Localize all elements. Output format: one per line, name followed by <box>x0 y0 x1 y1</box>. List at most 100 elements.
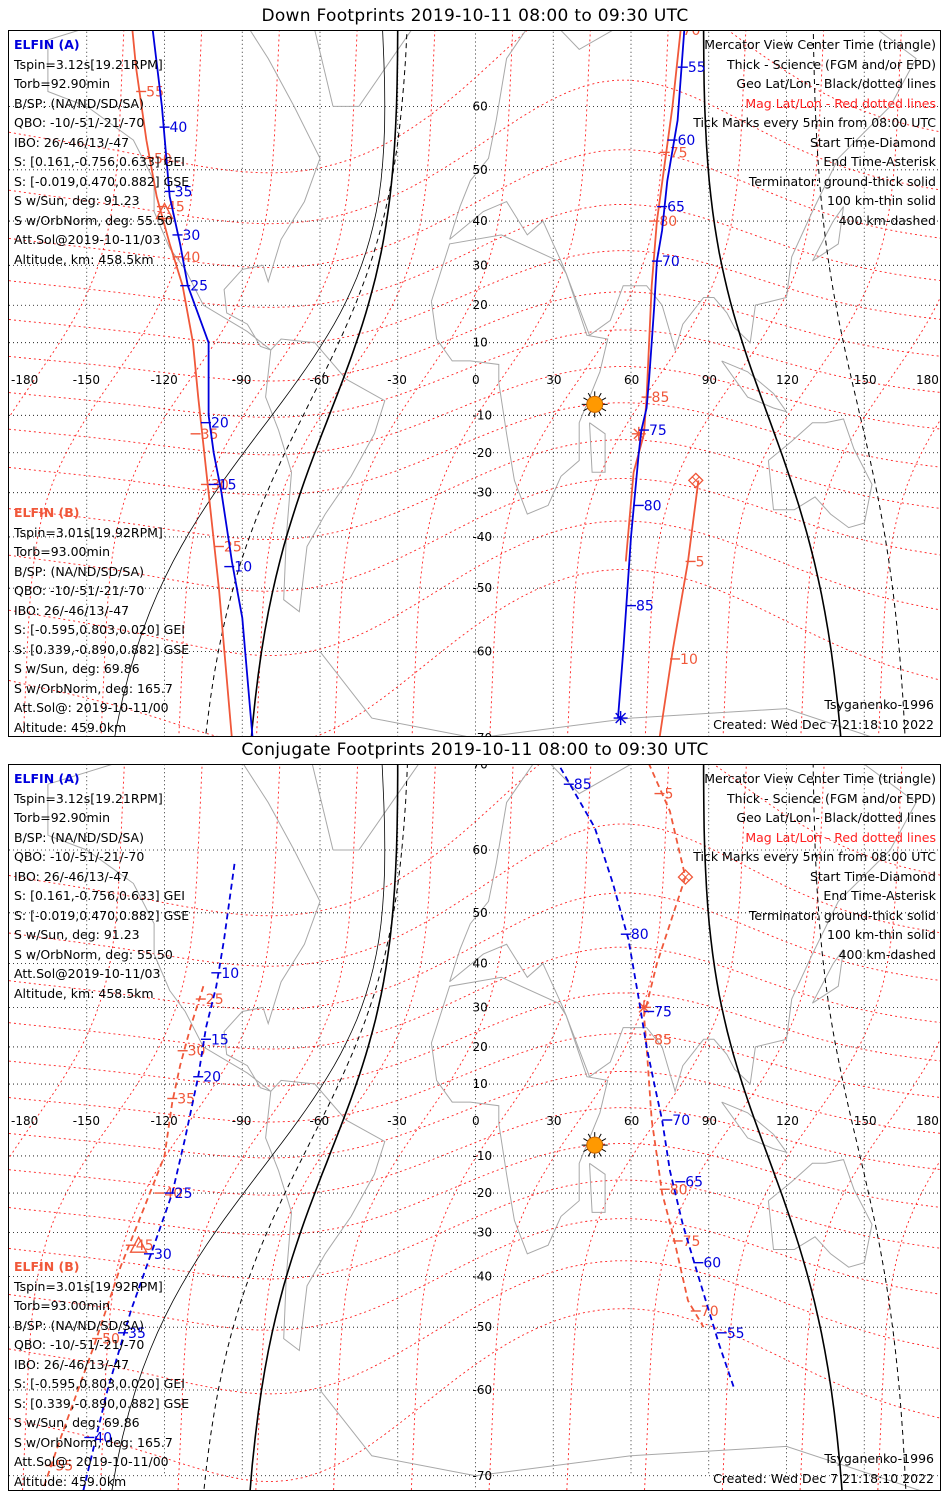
elfin-a-name: ELFIN (A) <box>14 771 80 786</box>
legend-line: Mag Lat/Lon - Red dotted lines <box>745 95 936 111</box>
sun-ray <box>601 407 607 412</box>
mag-lat-line <box>9 1218 940 1331</box>
elfin-a-tick-label: 75 <box>654 1005 672 1021</box>
info-line: IBO: 26/-46/13/-47 <box>14 868 130 884</box>
mag-lon-line <box>800 297 940 736</box>
elfin-b-tick-label: 35 <box>177 1091 195 1107</box>
lat-tick-label: -20 <box>473 1186 493 1200</box>
info-line: Tspin=3.12s[19.21RPM] <box>14 790 163 806</box>
mag-lon-line <box>333 31 514 736</box>
elfin-b-tick-label: 75 <box>670 145 688 161</box>
sun-ray <box>583 1148 589 1153</box>
elfin-a-tick-label: 60 <box>703 1256 721 1272</box>
lon-tick-label: -90 <box>232 1114 252 1128</box>
info-line: IBO: 26/-46/13/-47 <box>14 1356 130 1372</box>
terminator-400km <box>203 765 408 1490</box>
lat-tick-label: -10 <box>473 1149 493 1163</box>
lon-tick-label: -90 <box>232 373 252 387</box>
info-line: S w/Sun, deg: 91.23 <box>14 193 140 208</box>
conjugate-map[interactable]: -180 -150 -120 -90 -60 -30 0 30 60 90 120 150 180 70 6… <box>9 765 941 1491</box>
sun-icon <box>586 1136 604 1154</box>
elfin-a-tick-label: 60 <box>677 133 695 149</box>
lat-tick-label: 70 <box>473 765 488 771</box>
sun-ray <box>587 1151 592 1157</box>
mag-lon-line <box>256 31 436 736</box>
coastline <box>47 31 321 351</box>
legend-line: Start Time-Diamond <box>809 134 936 150</box>
legend: Mercator View Center Time (triangle) Thi… <box>693 769 936 964</box>
elfin-a-tick-label: 55 <box>688 60 706 76</box>
coastline <box>430 976 609 1255</box>
elfin-a-tick-label: 75 <box>649 423 667 439</box>
legend-line: 400 km-dashed <box>838 946 936 962</box>
lat-tick-label: -70 <box>473 731 493 737</box>
coastline <box>319 1389 920 1490</box>
lon-tick-label: -60 <box>310 1114 330 1128</box>
elfin-b-center-triangle <box>155 202 174 220</box>
model-label: Tsyganenko-1996 <box>824 697 934 712</box>
mag-lat-line <box>9 946 940 1050</box>
info-line: S: [-0.595,0.803,0.020] GEI <box>14 622 185 637</box>
elfin-a-tick-label: 20 <box>203 1070 221 1086</box>
info-line: S: [0.339,-0.890,0.882] GSE <box>14 1395 190 1411</box>
mag-lat-line <box>9 402 940 496</box>
info-line: B/SP: (NA/ND/SD/SA) <box>14 563 144 579</box>
down-map[interactable]: -180 -150 -120 -90 -60 -30 0 30 60 90 120 150 180 70 6… <box>9 31 941 737</box>
elfin-b-tick-label: 70 <box>701 1304 719 1320</box>
sun-ray <box>587 392 592 398</box>
lon-tick-label: 150 <box>854 373 877 387</box>
legend-line: End Time-Asterisk <box>823 888 936 903</box>
coastline <box>721 360 788 413</box>
mag-lat-line <box>9 765 940 917</box>
sun-ray <box>587 1133 592 1139</box>
mag-lat-line <box>9 291 940 382</box>
legend-line: 100 km-thin solid <box>827 193 936 208</box>
mag-lon-line <box>177 765 359 1490</box>
coastline <box>265 1079 386 1352</box>
elfin-a-tick-label: 40 <box>170 120 188 136</box>
coastline <box>589 422 606 473</box>
legend-line: End Time-Asterisk <box>823 154 936 169</box>
legend-line: Geo Lat/Lon - Black/dotted lines <box>736 810 936 825</box>
created-label: Created: Wed Dec 7 21:18:10 2022 <box>713 717 934 732</box>
elfin-a-tick-label: 70 <box>672 1113 690 1129</box>
info-line: Att.Sol@2019-10-11/03 <box>14 966 161 981</box>
lat-tick-label: -70 <box>473 1469 493 1483</box>
mag-lat-line <box>9 992 940 1087</box>
info-line: Altitude: 459.0km <box>14 719 127 735</box>
coastline <box>319 651 871 736</box>
elfin-b-end-asterisk <box>638 1001 650 1013</box>
sun-ray <box>601 1148 607 1153</box>
lon-tick-label: -180 <box>11 1114 38 1128</box>
elfin-a-tick-label: 10 <box>234 560 252 576</box>
legend-line: Mercator View Center Time (triangle) <box>704 771 936 786</box>
mag-lat-line <box>9 1308 940 1483</box>
lat-tick-label: -40 <box>473 1269 493 1283</box>
elfin-b-tick-label: 25 <box>206 992 224 1008</box>
lat-tick-label: 50 <box>473 906 488 920</box>
lat-tick-label: -50 <box>473 1320 493 1334</box>
info-line: Altitude, km: 458.5km <box>14 985 154 1001</box>
terminator-400km <box>812 765 907 1490</box>
mag-lon-line <box>100 31 280 736</box>
info-line: IBO: 26/-46/13/-47 <box>14 602 130 618</box>
panel-title-conjugate: Conjugate Footprints 2019-10-11 08:00 to… <box>241 740 709 760</box>
info-line: B/SP: (NA/ND/SD/SA) <box>14 95 144 111</box>
lon-tick-label: 60 <box>624 373 639 387</box>
lat-tick-label: 10 <box>473 1077 488 1091</box>
mag-lat-line <box>9 366 940 456</box>
elfin-b-start-diamond <box>677 869 694 885</box>
mag-lat-line <box>9 520 940 657</box>
info-line: QBO: -10/-51/-21/-70 <box>14 583 145 598</box>
legend-line: Mag Lat/Lon - Red dotted lines <box>745 829 936 845</box>
elfin-b-tick-label: 10 <box>680 652 698 668</box>
info-line: S: [0.339,-0.890,0.882] GSE <box>14 641 190 657</box>
mag-lon-line <box>22 31 203 736</box>
terminator-400km <box>205 31 408 736</box>
elfin-b-tick-label: 40 <box>182 250 200 266</box>
elfin-a-tick-label: 70 <box>662 254 680 270</box>
lat-tick-label: 60 <box>473 843 488 857</box>
panel-title-down: Down Footprints 2019-10-11 08:00 to 09:3… <box>261 6 689 26</box>
coastline <box>721 1101 788 1154</box>
terminator-100km <box>111 765 386 1490</box>
